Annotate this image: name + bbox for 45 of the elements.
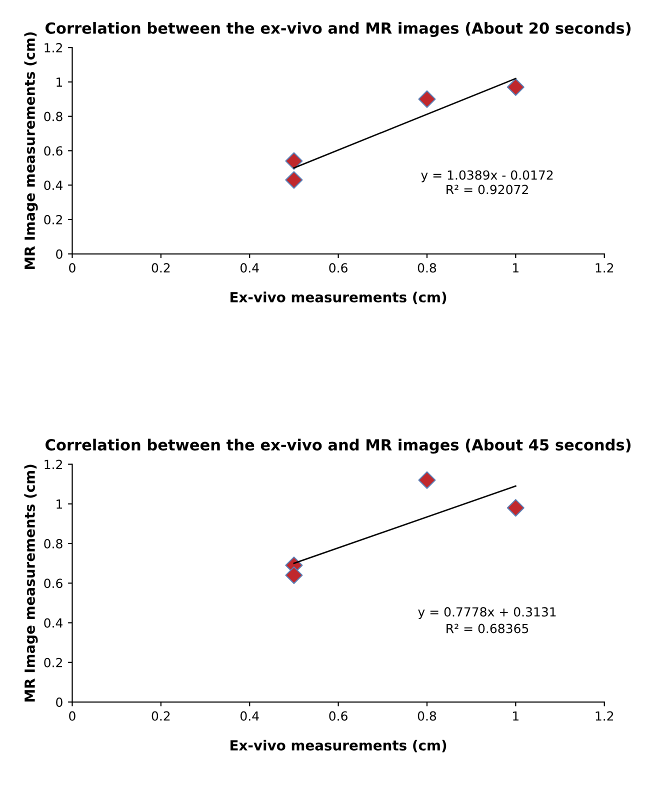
y-tick-label: 0.4 xyxy=(44,180,63,190)
y-axis-title: MR Image measurements (cm) xyxy=(24,32,38,270)
x-axis-title: Ex-vivo measurements (cm) xyxy=(230,740,446,752)
point xyxy=(285,171,303,189)
x-axis-title: Ex-vivo measurements (cm) xyxy=(230,292,446,304)
y-axis-title: MR Image measurements (cm) xyxy=(24,464,38,702)
y-tick-label: 0.2 xyxy=(44,658,62,668)
x-tick-label: 1 xyxy=(513,711,518,721)
annotation: R² = 0.92072 xyxy=(446,184,528,194)
x-tick-label: 0.8 xyxy=(418,711,436,721)
annotation: R² = 0.68365 xyxy=(446,624,528,634)
y-tick-label: 0 xyxy=(56,698,62,707)
y-tick-label: 0.2 xyxy=(44,214,62,224)
y-tick-label: 0.6 xyxy=(44,146,62,156)
x-tick-label: 0.6 xyxy=(329,711,348,721)
x-tick-label: 1.2 xyxy=(596,711,614,721)
x-tick-label: 1 xyxy=(513,263,518,272)
x-tick-label: 0 xyxy=(69,711,76,721)
x-tick-label: 0.2 xyxy=(152,711,170,721)
y-tick-label: 1.2 xyxy=(44,43,62,52)
x-tick-label: 0.6 xyxy=(329,263,348,273)
point xyxy=(418,90,436,108)
point xyxy=(285,566,303,584)
y-tick-label: 1 xyxy=(56,500,62,509)
x-tick-label: 0.4 xyxy=(240,263,259,273)
point xyxy=(506,499,524,517)
annotation: y = 1.0389x - 0.0172 xyxy=(421,170,553,182)
y-tick-label: 1.2 xyxy=(44,460,62,470)
y-tick-label: 0.8 xyxy=(44,112,62,122)
point xyxy=(418,471,436,489)
x-tick-label: 0.4 xyxy=(240,711,259,721)
x-tick-label: 0.8 xyxy=(418,263,436,273)
x-tick-label: 0.2 xyxy=(152,263,170,273)
y-tick-label: 0.6 xyxy=(44,578,62,588)
annotation: y = 0.7778x + 0.3131 xyxy=(418,607,556,620)
point xyxy=(506,78,524,96)
x-tick-label: 0 xyxy=(69,263,76,273)
chart-title: Correlation between the ex-vivo and MR images (About 45 seconds) xyxy=(46,438,631,454)
y-tick-label: 0.4 xyxy=(44,618,63,628)
x-tick-label: 1.2 xyxy=(596,263,614,272)
chart-title: Correlation between the ex-vivo and MR images (About 20 seconds) xyxy=(46,22,631,37)
y-tick-label: 1 xyxy=(56,78,62,87)
y-tick-label: 0.8 xyxy=(44,538,62,548)
point xyxy=(285,152,303,170)
y-tick-label: 0 xyxy=(56,249,62,259)
